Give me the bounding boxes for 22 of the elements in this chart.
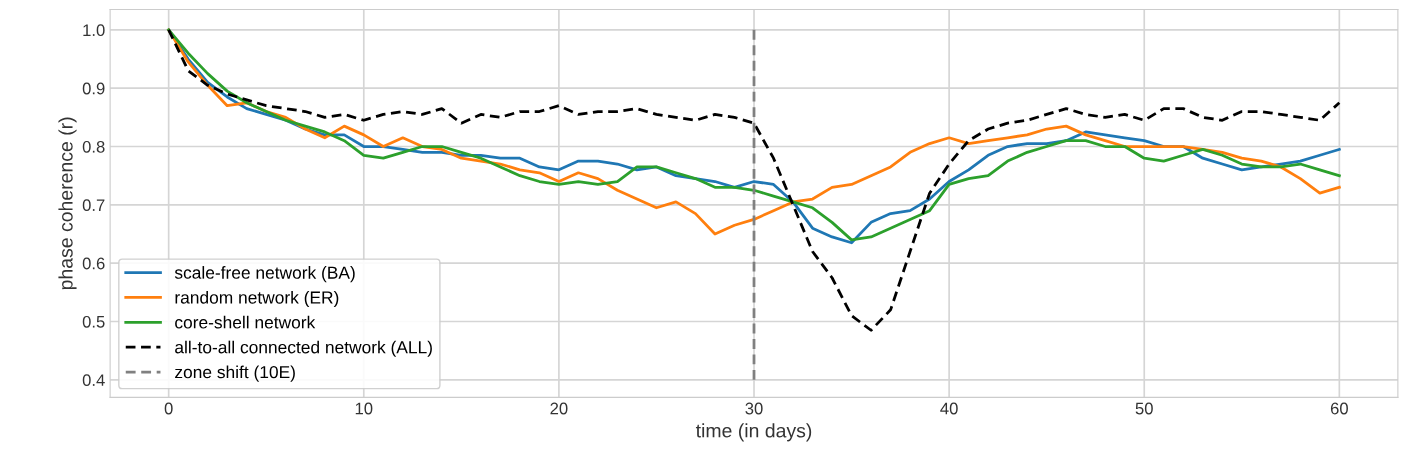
y-axis-title: phase coherence (r) [58, 117, 77, 290]
y-tick-label: 0.4 [82, 374, 105, 387]
y-tick-label: 0.9 [82, 82, 105, 95]
legend-label: core-shell network [175, 315, 316, 329]
y-tick-label: 0.6 [82, 257, 105, 270]
legend-label: all-to-all connected network (ALL) [175, 340, 432, 357]
x-tick-label: 20 [550, 402, 568, 415]
x-axis-title: time (in days) [695, 423, 812, 442]
legend-label: zone shift (10E) [175, 365, 295, 382]
x-tick-label: 10 [355, 402, 373, 415]
y-tick-label: 0.8 [82, 140, 105, 153]
y-tick-label: 0.5 [82, 315, 105, 328]
line-series [167, 28, 1341, 332]
y-tick-label: 0.7 [82, 199, 105, 212]
legend-label: scale-free network (BA) [174, 266, 355, 283]
x-tick-label: 50 [1135, 402, 1153, 415]
x-tick-label: 40 [940, 402, 958, 415]
x-tick-label: 0 [164, 402, 173, 415]
y-tick-label: 1.0 [83, 24, 105, 37]
legend-label: random network (ER) [175, 290, 339, 308]
x-tick-label: 30 [745, 402, 763, 415]
x-tick-label: 60 [1330, 402, 1348, 415]
